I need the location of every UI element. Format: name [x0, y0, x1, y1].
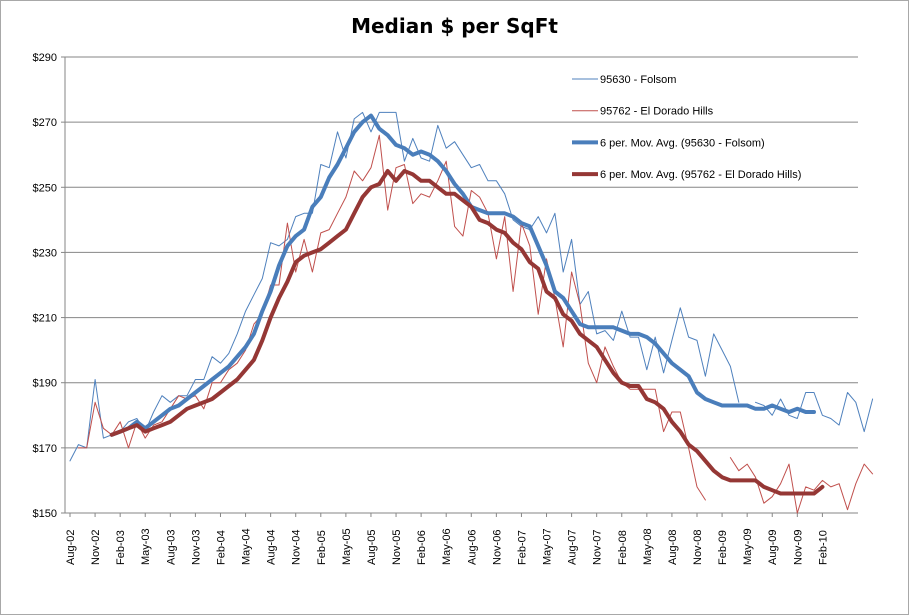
x-tick-label: Nov-09: [792, 530, 804, 565]
series-lines: [69, 111, 874, 514]
y-tick-label: $170: [33, 443, 57, 455]
y-tick-label: $270: [33, 117, 57, 129]
series-line-3: [109, 113, 816, 437]
y-tick-label: $210: [33, 313, 57, 325]
y-tick-label: $250: [33, 182, 57, 194]
x-tick-label: Aug-04: [266, 530, 278, 565]
x-tick-label: Feb-06: [416, 530, 428, 565]
x-tick-label: Aug-09: [767, 530, 779, 565]
axes: [61, 56, 858, 517]
series-line-1: [69, 111, 874, 462]
legend-label-1: 95630 - Folsom: [600, 74, 676, 86]
y-tick-label: $150: [33, 508, 57, 520]
y-tick-label: $190: [33, 378, 57, 390]
chart-title: Median $ per SqFt: [351, 14, 558, 38]
x-tick-label: Nov-03: [190, 530, 202, 565]
x-tick-label: Feb-08: [617, 530, 629, 565]
x-tick-label: Aug-05: [366, 530, 378, 565]
x-tick-label: May-06: [441, 528, 453, 565]
series-line-4: [109, 169, 825, 496]
x-tick-label: Aug-03: [165, 530, 177, 565]
x-tick-label: Aug-07: [567, 530, 579, 565]
x-tick-label: Aug-02: [65, 530, 77, 565]
x-tick-label: May-09: [742, 528, 754, 565]
x-tick-label: May-08: [642, 528, 654, 565]
x-tick-label: Feb-07: [516, 530, 528, 565]
x-tick-label: Feb-03: [115, 530, 127, 565]
x-tick-label: Nov-02: [90, 530, 102, 565]
legend-label-2: 95762 - El Dorado Hills: [600, 106, 714, 118]
series-line-2: [77, 134, 874, 514]
x-tick-label: Aug-08: [667, 530, 679, 565]
y-tick-labels: $150 $170 $190 $210 $230 $250 $270 $290: [33, 52, 57, 520]
x-tick-label: Aug-06: [466, 530, 478, 565]
x-tick-label: Nov-06: [491, 530, 503, 565]
x-tick-label: May-03: [140, 528, 152, 565]
x-tick-label: Nov-05: [391, 530, 403, 565]
gridlines: [65, 56, 858, 449]
x-tick-label: Feb-09: [717, 530, 729, 565]
legend: 95630 - Folsom 95762 - El Dorado Hills 6 p…: [572, 74, 801, 181]
y-tick-label: $290: [33, 52, 57, 64]
x-tick-label: Feb-10: [817, 530, 829, 565]
legend-label-3: 6 per. Mov. Avg. (95630 - Folsom): [600, 137, 765, 149]
y-tick-label: $230: [33, 247, 57, 259]
x-tick-label: May-05: [341, 528, 353, 565]
x-tick-label: Feb-05: [316, 530, 328, 565]
legend-label-4: 6 per. Mov. Avg. (95762 - El Dorado Hill…: [600, 169, 801, 181]
x-tick-labels: Aug-02 Nov-02 Feb-03 May-03 Aug-03 Nov-03 Feb-…: [65, 528, 829, 565]
x-tick-label: Nov-07: [592, 530, 604, 565]
x-tick-label: May-04: [241, 528, 253, 565]
x-tick-label: May-07: [542, 528, 554, 565]
x-tick-label: Feb-04: [215, 530, 227, 565]
x-tick-label: Nov-04: [291, 530, 303, 565]
x-tick-label: Nov-08: [692, 530, 704, 565]
